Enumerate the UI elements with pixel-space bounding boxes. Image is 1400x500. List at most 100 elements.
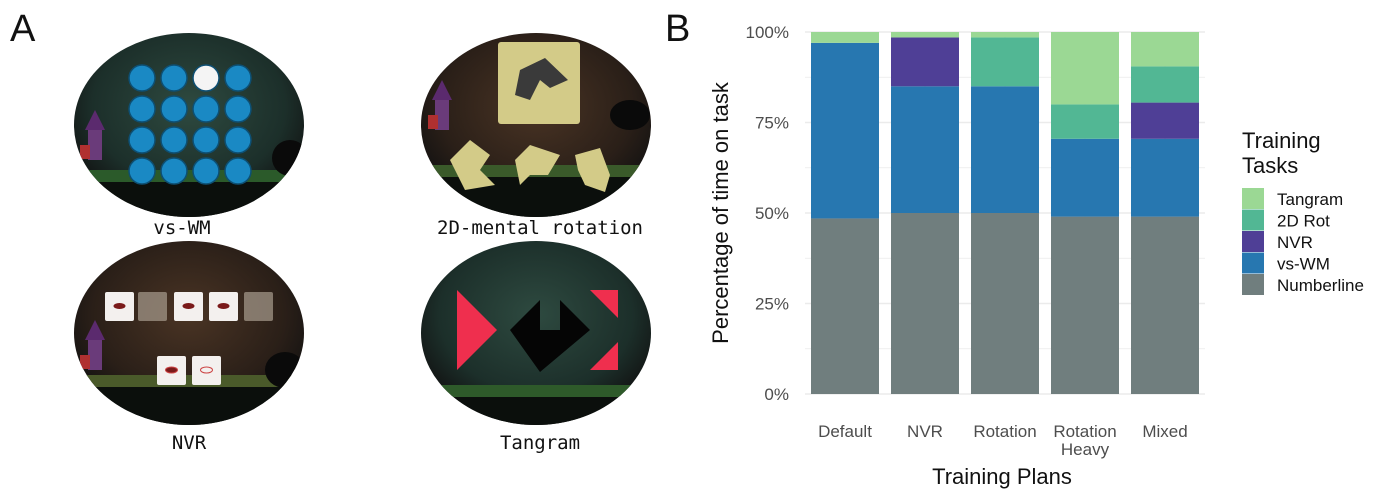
bar-segment-numberline (891, 213, 959, 394)
option-shape-icon[interactable] (515, 145, 560, 185)
answer-card[interactable] (192, 356, 221, 385)
x-tick-label: Mixed (1142, 422, 1187, 441)
stacked-bar-chart: 0% 25% 50% 75% 100% Default NVR Rotation Rotati… (708, 23, 1364, 489)
y-tick-label: 0% (764, 385, 789, 404)
card-symbol-icon (165, 366, 178, 374)
games-panel: vs-WM 2D-mental rotation (74, 33, 651, 454)
tile[interactable] (224, 95, 252, 123)
bar-segment-2d-rot (971, 37, 1039, 87)
tangram-piece-bottom[interactable] (590, 342, 618, 370)
card-symbol-icon (113, 303, 126, 309)
bar-segment-vs-wm (811, 42, 879, 219)
panel-label-b: B (665, 8, 691, 50)
character-icon (80, 110, 105, 160)
tangram-target-shape (510, 300, 590, 372)
bar-segment-tangram (1051, 32, 1119, 105)
card-symbol-icon (217, 303, 230, 309)
legend-label: vs-WM (1277, 255, 1330, 274)
tangram-screenshot (421, 241, 651, 425)
tile[interactable] (192, 95, 220, 123)
bar-segment-vs-wm (891, 86, 959, 213)
tile[interactable] (128, 126, 156, 154)
legend: Training Tasks Tangram 2D Rot NVR vs-WM Number… (1242, 128, 1364, 295)
bar-segment-vs-wm (971, 86, 1039, 213)
bar-segment-nvr (1131, 102, 1199, 139)
x-tick-label: Rotation Heavy (1053, 422, 1116, 459)
target-shape-icon (515, 58, 568, 100)
legend-title: Training Tasks (1242, 128, 1321, 178)
option-shape-icon[interactable] (575, 148, 610, 192)
y-tick-label: 75% (755, 114, 789, 133)
bar-segment-tangram (1131, 32, 1199, 67)
card-sequence (105, 292, 273, 385)
bar-segment-numberline (811, 218, 879, 394)
y-tick-label: 100% (746, 23, 789, 42)
tile[interactable] (160, 157, 188, 185)
x-axis-label: Training Plans (932, 464, 1072, 489)
nvr-screenshot (74, 241, 304, 425)
tile-highlighted[interactable] (192, 64, 220, 92)
bar-segment-tangram (811, 32, 879, 43)
legend-label: Numberline (1277, 276, 1364, 295)
target-card (498, 42, 580, 124)
tangram-piece-left[interactable] (457, 290, 497, 370)
tile[interactable] (128, 64, 156, 92)
legend-swatch (1242, 252, 1264, 274)
bar-segment-numberline (1051, 216, 1119, 394)
bar-segment-nvr (891, 37, 959, 87)
game-caption-vs-wm: vs-WM (153, 217, 210, 239)
bar-segment-vs-wm (1051, 138, 1119, 217)
tile-grid (128, 64, 252, 185)
legend-label: Tangram (1277, 190, 1343, 209)
x-tick-label: Rotation (973, 422, 1036, 441)
bar-segment-tangram (971, 32, 1039, 38)
bar-segment-vs-wm (1131, 138, 1199, 217)
y-tick-label: 25% (755, 295, 789, 314)
tangram-piece-top[interactable] (590, 290, 618, 318)
monster-icon (272, 140, 304, 176)
card-symbol-icon (200, 366, 213, 374)
x-tick-labels: Default NVR Rotation Rotation Heavy Mixed (818, 422, 1188, 459)
legend-label: NVR (1277, 233, 1313, 252)
game-caption-tangram: Tangram (500, 432, 580, 454)
tile[interactable] (224, 126, 252, 154)
tile[interactable] (224, 157, 252, 185)
legend-swatch (1242, 274, 1264, 295)
x-tick-label: Default (818, 422, 872, 441)
rotation-screenshot (421, 33, 651, 217)
character-icon (80, 320, 105, 370)
card-symbol-icon (182, 303, 195, 309)
y-tick-label: 50% (755, 204, 789, 223)
legend-swatch (1242, 231, 1264, 252)
card-blank (244, 292, 273, 321)
legend-swatch (1242, 188, 1264, 209)
x-tick-label: NVR (907, 422, 943, 441)
bar-segment-numberline (1131, 216, 1199, 394)
tile[interactable] (160, 95, 188, 123)
game-caption-nvr: NVR (172, 432, 207, 454)
card-blank (138, 292, 167, 321)
game-caption-rotation: 2D-mental rotation (437, 217, 643, 239)
tile[interactable] (192, 126, 220, 154)
monster-icon (610, 100, 650, 130)
tile[interactable] (128, 95, 156, 123)
vs-wm-screenshot (74, 33, 304, 217)
bar-segment-2d-rot (1131, 66, 1199, 103)
legend-label: 2D Rot (1277, 212, 1330, 231)
tile[interactable] (128, 157, 156, 185)
tile[interactable] (224, 64, 252, 92)
bar-segment-numberline (971, 213, 1039, 394)
bars (811, 32, 1199, 394)
panel-label-a: A (10, 8, 36, 50)
bar-segment-tangram (891, 32, 959, 38)
tile[interactable] (160, 126, 188, 154)
y-axis-label: Percentage of time on task (708, 81, 733, 344)
tile[interactable] (160, 64, 188, 92)
bar-segment-2d-rot (1051, 104, 1119, 139)
option-shape-icon[interactable] (450, 140, 495, 190)
monster-icon (265, 352, 304, 388)
tile[interactable] (192, 157, 220, 185)
character-icon (428, 80, 452, 130)
y-tick-labels: 0% 25% 50% 75% 100% (746, 23, 789, 404)
legend-swatch (1242, 209, 1264, 231)
